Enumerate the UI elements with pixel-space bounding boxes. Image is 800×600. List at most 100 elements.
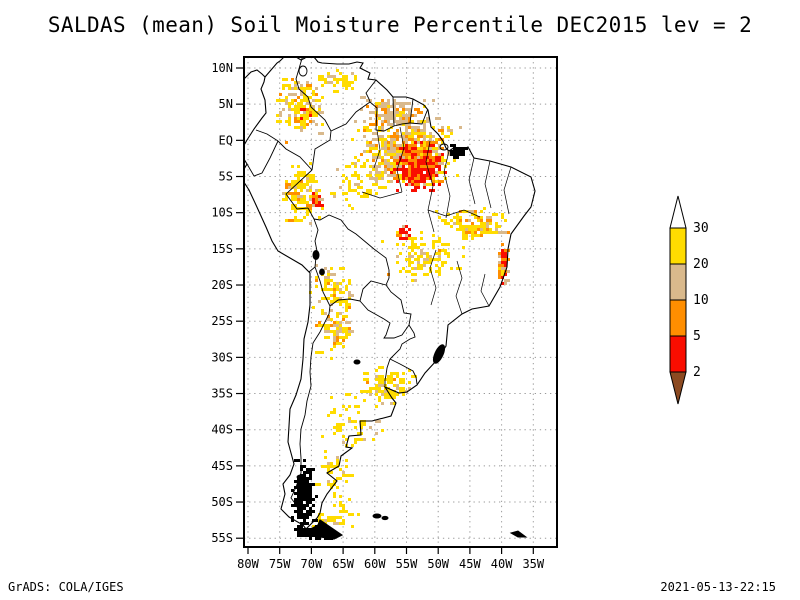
data-cell [342, 300, 345, 303]
data-cell [312, 204, 315, 207]
data-cell [408, 261, 414, 264]
data-cell [327, 273, 330, 276]
data-cell [486, 225, 489, 228]
data-cell [333, 339, 336, 342]
data-cell [300, 507, 303, 510]
data-cell [381, 99, 384, 102]
data-cell [339, 336, 342, 339]
data-cell [315, 537, 321, 540]
data-cell [405, 159, 408, 162]
data-cell [375, 369, 378, 372]
data-cell [411, 150, 414, 153]
data-cell [348, 282, 351, 285]
data-cell [501, 261, 504, 264]
data-cell [393, 372, 399, 375]
data-cell [336, 315, 339, 318]
data-cell [378, 366, 384, 369]
data-cell [306, 510, 309, 513]
data-cell [309, 495, 312, 498]
data-cell [399, 105, 405, 108]
data-cell [420, 120, 423, 123]
data-cell [291, 99, 294, 102]
data-cell [345, 300, 348, 303]
data-cell [471, 225, 474, 228]
data-cell [462, 234, 465, 237]
data-cell [339, 72, 342, 75]
data-cell [303, 120, 306, 123]
data-cell [378, 138, 384, 141]
data-cell [312, 192, 315, 195]
data-cell [297, 498, 300, 501]
data-cell [441, 243, 447, 246]
data-cell [297, 180, 300, 183]
data-cell [402, 165, 405, 168]
data-cell [309, 531, 312, 534]
data-cell [297, 177, 300, 180]
data-cell [378, 174, 384, 177]
data-cell [300, 528, 303, 531]
data-cell [348, 279, 351, 282]
data-cell [375, 420, 381, 423]
data-cell [324, 330, 327, 333]
data-cell [384, 105, 387, 108]
data-cell [456, 219, 459, 222]
data-cell [354, 174, 360, 177]
falkland-west-island [372, 513, 382, 519]
data-cell [477, 225, 480, 228]
data-cell [339, 288, 342, 291]
data-cell [459, 216, 462, 219]
lat-tick-label: 5S [219, 170, 233, 184]
data-cell [297, 102, 303, 105]
data-cell [333, 333, 336, 336]
data-cell [375, 165, 381, 168]
data-cell [483, 228, 486, 231]
data-cell [336, 486, 339, 489]
data-cell [504, 261, 507, 264]
data-cell [414, 108, 420, 111]
data-cell [504, 249, 510, 252]
data-cell [426, 174, 429, 177]
data-cell [330, 348, 333, 351]
data-cell [354, 75, 357, 78]
data-cell [312, 306, 315, 309]
data-cell [300, 93, 303, 96]
data-cell [501, 276, 504, 279]
country-borders [246, 57, 429, 519]
lon-tick-label: 35W [522, 557, 544, 571]
data-cell [324, 519, 327, 522]
data-cell [369, 141, 372, 144]
data-cell [465, 231, 468, 234]
data-cell [315, 495, 318, 498]
data-cell [345, 75, 348, 78]
map-frame-bg [244, 57, 557, 547]
data-cell [357, 129, 360, 132]
data-cell [411, 189, 414, 192]
data-cell [426, 153, 432, 156]
grads-credit: GrADS: COLA/IGES [8, 580, 124, 594]
data-cell [471, 237, 474, 240]
data-cell [303, 477, 309, 480]
data-cell [468, 228, 471, 231]
data-cell [285, 180, 288, 183]
data-cell [393, 99, 396, 102]
data-cell [288, 219, 294, 222]
data-cell [462, 147, 465, 150]
data-cell [402, 231, 405, 234]
data-cell [297, 81, 300, 84]
data-cell [330, 279, 333, 282]
data-cell [297, 528, 300, 531]
data-cell [381, 429, 384, 432]
data-cell [288, 192, 294, 195]
data-cell [309, 177, 312, 180]
data-cell [363, 150, 366, 153]
data-cell [387, 129, 390, 132]
data-cell [438, 237, 441, 240]
data-cell [333, 90, 339, 93]
data-cell [294, 117, 297, 120]
data-cell [384, 120, 387, 123]
data-cell [381, 102, 384, 105]
data-cell [294, 126, 300, 129]
data-cell [393, 117, 396, 120]
data-cell [411, 246, 414, 249]
data-cell [321, 309, 324, 312]
